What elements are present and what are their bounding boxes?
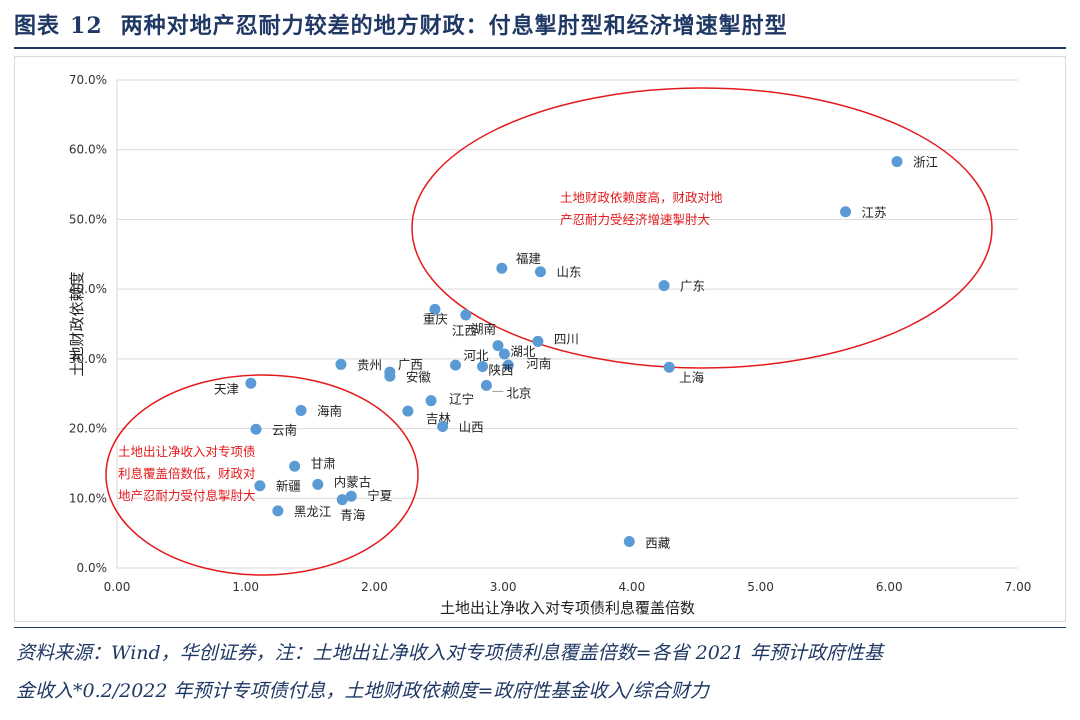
point-label: 河南 (526, 356, 551, 371)
scatter-point (658, 280, 670, 292)
x-tick-label: 7.00 (1005, 580, 1032, 594)
point-label: 云南 (272, 422, 297, 437)
y-tick-label: 60.0% (69, 143, 107, 157)
x-tick-label: 6.00 (876, 580, 903, 594)
point-label: 西藏 (645, 536, 671, 551)
scatter-point (245, 377, 257, 389)
annotation-text: 土地出让净收入对专项债 (118, 444, 256, 459)
scatter-point (425, 395, 437, 407)
scatter-point (402, 405, 414, 417)
scatter-point (450, 359, 462, 371)
x-tick-label: 2.00 (361, 580, 388, 594)
x-axis-title: 土地出让净收入对专项债利息覆盖倍数 (440, 599, 695, 617)
high-dependency-ellipse (411, 87, 993, 369)
point-label: 安徽 (406, 369, 432, 384)
x-tick-label: 4.00 (618, 580, 645, 594)
figure-title: 图表 12 两种对地产忍耐力较差的地方财政：付息掣肘型和经济增速掣肘型 (14, 8, 1066, 44)
source-rule (14, 627, 1066, 628)
scatter-point (429, 303, 441, 315)
scatter-point (289, 460, 301, 472)
scatter-point (840, 206, 852, 218)
scatter-point (480, 379, 492, 391)
point-label: 福建 (516, 251, 542, 266)
point-label: 四川 (554, 331, 579, 346)
y-tick-label: 70.0% (69, 73, 107, 87)
source-note-line2: 金收入*0.2/2022 年预计专项债付息，土地财政依赖度=政府性基金收入/综合… (16, 680, 709, 702)
point-label: 黑龙江 (294, 504, 332, 519)
scatter-point (272, 505, 284, 517)
scatter-point (492, 340, 504, 352)
annotation-text: 地产忍耐力受付息掣肘大 (118, 488, 256, 503)
scatter-point (534, 266, 546, 278)
source-note-line1: 资料来源：Wind，华创证券，注：土地出让净收入对专项债利息覆盖倍数=各省 20… (16, 642, 884, 664)
point-label: 山西 (459, 419, 484, 434)
scatter-point (663, 361, 675, 373)
scatter-point (295, 404, 307, 416)
y-axis-title: 土地财政依赖度 (68, 271, 86, 376)
point-label: 湖南 (471, 322, 496, 337)
figure-label: 图表 (14, 13, 61, 39)
point-label: 辽宁 (449, 392, 474, 407)
y-tick-label: 10.0% (69, 491, 107, 505)
point-label: 北京 (506, 385, 531, 400)
scatter-point (498, 348, 510, 360)
scatter-point (254, 480, 266, 492)
scatter-point (437, 420, 449, 432)
x-tick-label: 3.00 (490, 580, 517, 594)
y-tick-label: 20.0% (69, 422, 107, 436)
point-label: 贵州 (357, 357, 382, 372)
scatter-point (496, 262, 508, 274)
x-tick-label: 1.00 (232, 580, 259, 594)
scatter-point (623, 536, 635, 548)
scatter-point (312, 478, 324, 490)
point-label: 江苏 (862, 205, 887, 220)
scatter-chart: 0.0% 10.0% 20.0% 30.0% 40.0% 50.0% 60.0% 70.0% 0… (68, 73, 1032, 617)
point-label: 新疆 (276, 479, 301, 494)
scatter-point (502, 359, 514, 371)
point-label: 内蒙古 (334, 474, 372, 489)
scatter-point (891, 156, 903, 168)
annotation-text: 产忍耐力受经济增速掣肘大 (560, 212, 710, 227)
point-label: 重庆 (423, 311, 449, 326)
point-label: 广西 (398, 357, 423, 372)
scatter-point (477, 361, 489, 373)
point-label: 上海 (679, 370, 705, 385)
scatter-point (460, 309, 472, 321)
scatter-point (384, 370, 396, 382)
y-tick-label: 30.0% (69, 352, 107, 366)
point-label: 浙江 (913, 155, 938, 170)
annotation-text: 利息覆盖倍数低，财政对 (118, 466, 256, 481)
point-label: 湖北 (510, 344, 536, 359)
title-rule (14, 47, 1066, 49)
x-tick-label: 0.00 (104, 580, 131, 594)
scatter-point (532, 335, 544, 347)
chart-frame (14, 56, 1066, 622)
point-label: 海南 (317, 403, 342, 418)
scatter-point (250, 423, 262, 435)
scatter-point (345, 490, 357, 502)
point-label: 广东 (680, 279, 705, 294)
point-label: 青海 (340, 508, 366, 523)
y-tick-label: 50.0% (69, 212, 107, 226)
y-tick-label: 0.0% (77, 561, 108, 575)
point-label: 河北 (464, 348, 490, 363)
point-label: 山东 (556, 265, 581, 280)
point-label: 宁夏 (367, 488, 393, 503)
point-label: 江西 (452, 323, 477, 338)
point-label: 甘肃 (311, 456, 336, 471)
scatter-point (336, 494, 348, 506)
point-label: 天津 (214, 381, 239, 396)
figure-title-text: 两种对地产忍耐力较差的地方财政：付息掣肘型和经济增速掣肘型 (120, 13, 788, 39)
low-coverage-ellipse (105, 374, 419, 576)
y-tick-label: 40.0% (69, 282, 107, 296)
x-tick-label: 5.00 (747, 580, 774, 594)
scatter-point (335, 358, 347, 370)
figure-number: 12 (70, 13, 103, 39)
annotation-text: 土地财政依赖度高，财政对地 (560, 190, 723, 205)
point-label: 陕西 (489, 363, 514, 378)
